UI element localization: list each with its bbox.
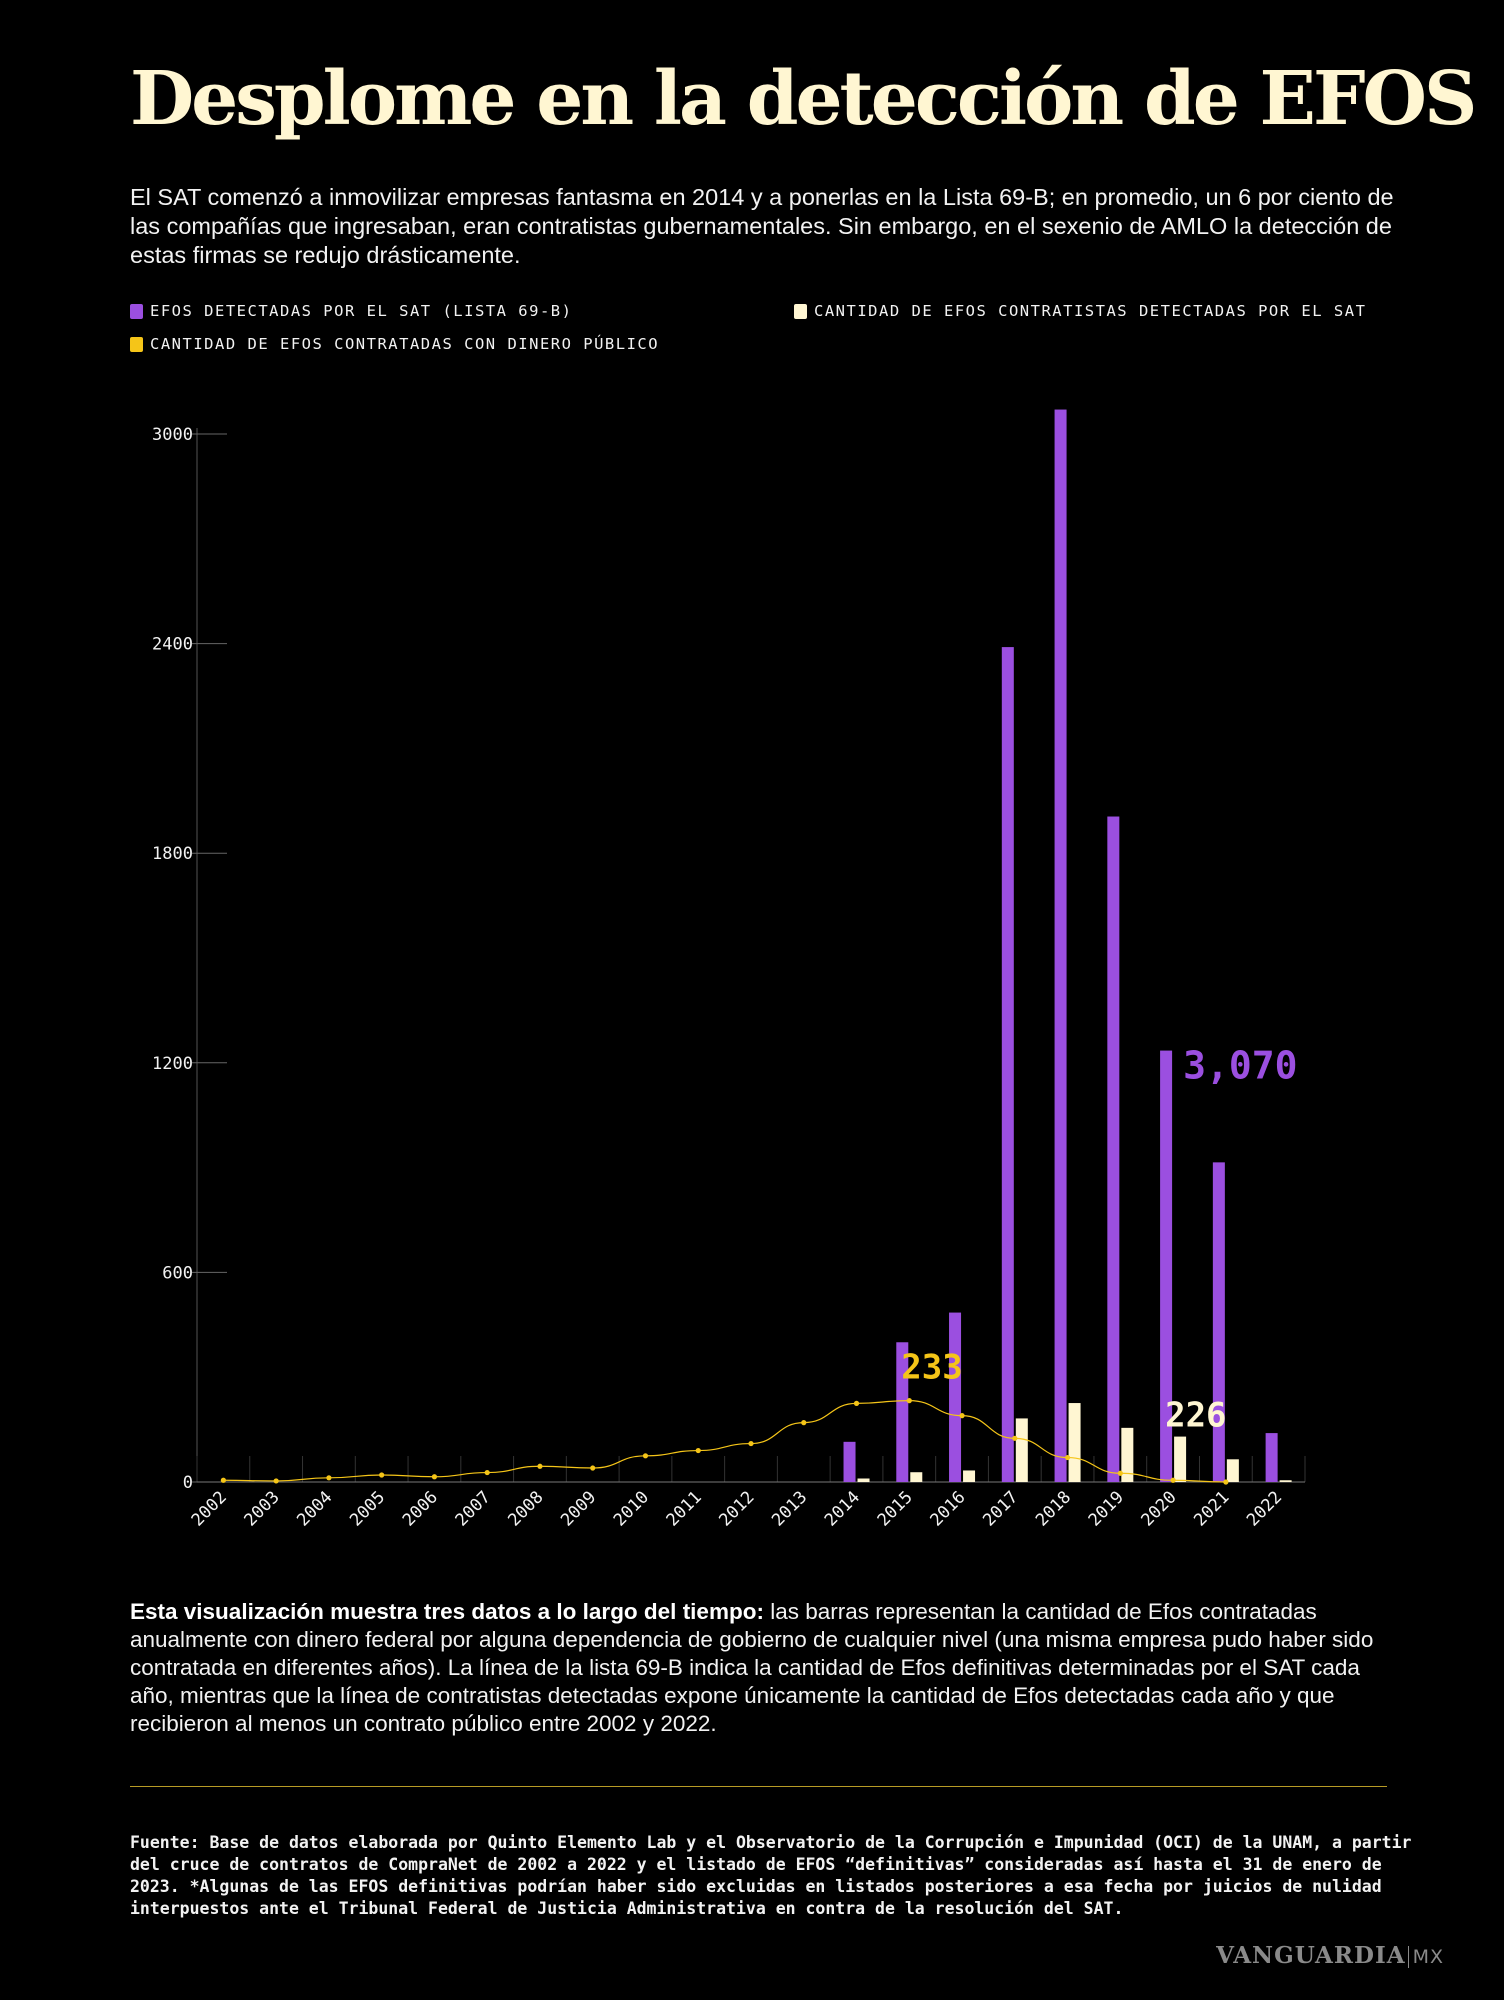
bar-contratistas-2021 bbox=[1226, 1459, 1239, 1482]
legend-label-contratistas: CANTIDAD DE EFOS CONTRATISTAS DETECTADAS… bbox=[814, 302, 1367, 320]
y-tick-label-2400: 2400 bbox=[152, 635, 193, 655]
line-dinero-publico bbox=[223, 1400, 1226, 1483]
annotation-226: 226 bbox=[1165, 1396, 1226, 1436]
source-text: Fuente: Base de datos elaborada por Quin… bbox=[130, 1833, 1412, 1918]
legend-item-lista-69b: EFOS DETECTADAS POR EL SAT (LISTA 69-B) bbox=[130, 302, 572, 320]
point-dinero-publico-2005 bbox=[379, 1472, 385, 1478]
point-dinero-publico-2004 bbox=[326, 1475, 332, 1481]
point-dinero-publico-2017 bbox=[1012, 1435, 1018, 1441]
x-tick-label-2020: 2020 bbox=[1138, 1487, 1181, 1530]
legend-item-contratistas: CANTIDAD DE EFOS CONTRATISTAS DETECTADAS… bbox=[794, 302, 1366, 320]
y-tick-label-1800: 1800 bbox=[152, 844, 193, 864]
y-tick-label-600: 600 bbox=[162, 1263, 193, 1283]
bar-lista69b-2018 bbox=[1054, 409, 1067, 1483]
x-tick-label-2017: 2017 bbox=[979, 1487, 1022, 1530]
y-tick-label-1200: 1200 bbox=[152, 1054, 193, 1074]
x-tick-label-2007: 2007 bbox=[452, 1487, 495, 1530]
x-tick-label-2019: 2019 bbox=[1085, 1487, 1128, 1530]
point-dinero-publico-2011 bbox=[695, 1447, 701, 1454]
annotation-3070: 3,070 bbox=[1183, 1044, 1297, 1088]
point-dinero-publico-2002 bbox=[220, 1477, 226, 1483]
chart-note-bold: Esta visualización muestra tres datos a … bbox=[130, 1599, 764, 1624]
point-dinero-publico-2009 bbox=[590, 1465, 596, 1471]
point-dinero-publico-2007 bbox=[484, 1469, 490, 1476]
bar-contratistas-2017 bbox=[1015, 1418, 1028, 1482]
point-dinero-publico-2018 bbox=[1064, 1454, 1071, 1461]
x-tick-label-2010: 2010 bbox=[610, 1487, 653, 1530]
x-tick-label-2002: 2002 bbox=[188, 1487, 231, 1530]
point-dinero-publico-2006 bbox=[431, 1474, 438, 1480]
y-tick-label-3000: 3000 bbox=[152, 425, 193, 445]
x-tick-label-2022: 2022 bbox=[1243, 1487, 1286, 1530]
bar-lista69b-2016 bbox=[949, 1312, 962, 1482]
x-tick-label-2011: 2011 bbox=[663, 1487, 706, 1530]
x-tick-label-2013: 2013 bbox=[768, 1487, 811, 1530]
x-tick-label-2006: 2006 bbox=[399, 1487, 442, 1530]
bar-contratistas-2018 bbox=[1068, 1403, 1081, 1482]
x-tick-label-2003: 2003 bbox=[241, 1487, 284, 1530]
y-tick-label-0: 0 bbox=[183, 1473, 193, 1493]
x-tick-label-2005: 2005 bbox=[346, 1487, 389, 1530]
point-dinero-publico-2014 bbox=[853, 1400, 860, 1406]
x-tick-label-2018: 2018 bbox=[1032, 1487, 1075, 1530]
bar-lista69b-2021 bbox=[1212, 1162, 1225, 1482]
point-dinero-publico-2016 bbox=[959, 1413, 965, 1419]
chart-plot: 0 600 1200 1800 2400 3000 2002 2003 2004 2005 2006… bbox=[152, 409, 1306, 1530]
bar-lista69b-2015 bbox=[896, 1342, 909, 1482]
point-dinero-publico-2008 bbox=[537, 1463, 543, 1469]
legend-swatch-yellow bbox=[130, 336, 143, 352]
point-dinero-publico-2019 bbox=[1117, 1470, 1123, 1476]
x-tick-label-2009: 2009 bbox=[557, 1487, 600, 1530]
legend-swatch-cream bbox=[794, 303, 807, 319]
chart-note: Esta visualización muestra tres datos a … bbox=[130, 1598, 1400, 1738]
point-dinero-publico-2012 bbox=[748, 1440, 754, 1447]
point-dinero-publico-2010 bbox=[642, 1453, 649, 1459]
point-dinero-publico-2020 bbox=[1170, 1477, 1176, 1483]
brand-logo: VANGUARDIA MX bbox=[1216, 1942, 1444, 1969]
x-tick-label-2014: 2014 bbox=[821, 1487, 864, 1530]
brand-name: VANGUARDIA bbox=[1216, 1942, 1406, 1969]
bar-contratistas-2015 bbox=[910, 1472, 923, 1482]
point-dinero-publico-2015 bbox=[906, 1398, 912, 1404]
legend-label-lista-69b: EFOS DETECTADAS POR EL SAT (LISTA 69-B) bbox=[150, 302, 573, 320]
bar-contratistas-2019 bbox=[1121, 1427, 1134, 1482]
brand-suffix: MX bbox=[1407, 1946, 1444, 1968]
point-dinero-publico-2021 bbox=[1223, 1479, 1229, 1485]
bar-lista69b-2017 bbox=[1001, 647, 1014, 1482]
chart-note-text: las barras representan la cantidad de Ef… bbox=[130, 1599, 1374, 1736]
chart-subtitle: El SAT comenzó a inmovilizar empresas fa… bbox=[130, 184, 1394, 268]
bar-contratistas-2014 bbox=[857, 1478, 870, 1482]
point-dinero-publico-2013 bbox=[801, 1420, 807, 1426]
x-tick-label-2008: 2008 bbox=[504, 1487, 547, 1530]
x-tick-label-2012: 2012 bbox=[715, 1487, 758, 1530]
legend-item-dinero-publico: CANTIDAD DE EFOS CONTRATADAS CON DINERO … bbox=[130, 335, 659, 353]
bar-contratistas-2016 bbox=[963, 1470, 976, 1482]
bar-lista69b-2014 bbox=[843, 1441, 856, 1482]
divider bbox=[130, 1786, 1387, 1787]
legend-label-dinero-publico: CANTIDAD DE EFOS CONTRATADAS CON DINERO … bbox=[150, 335, 660, 353]
legend-swatch-purple bbox=[130, 303, 143, 319]
x-tick-label-2004: 2004 bbox=[293, 1487, 336, 1530]
bar-lista69b-2022 bbox=[1265, 1433, 1278, 1482]
chart-title: Desplome en la detección de EFOS bbox=[130, 56, 1477, 142]
x-tick-label-2021: 2021 bbox=[1190, 1487, 1233, 1530]
x-tick-label-2015: 2015 bbox=[874, 1487, 917, 1530]
bar-lista69b-2020 bbox=[1160, 1050, 1173, 1482]
bar-lista69b-2019 bbox=[1107, 816, 1120, 1482]
x-tick-label-2016: 2016 bbox=[926, 1487, 969, 1530]
bar-contratistas-2020 bbox=[1174, 1436, 1187, 1482]
annotation-233: 233 bbox=[901, 1348, 962, 1388]
bar-contratistas-2022 bbox=[1279, 1480, 1292, 1482]
point-dinero-publico-2003 bbox=[273, 1478, 279, 1484]
